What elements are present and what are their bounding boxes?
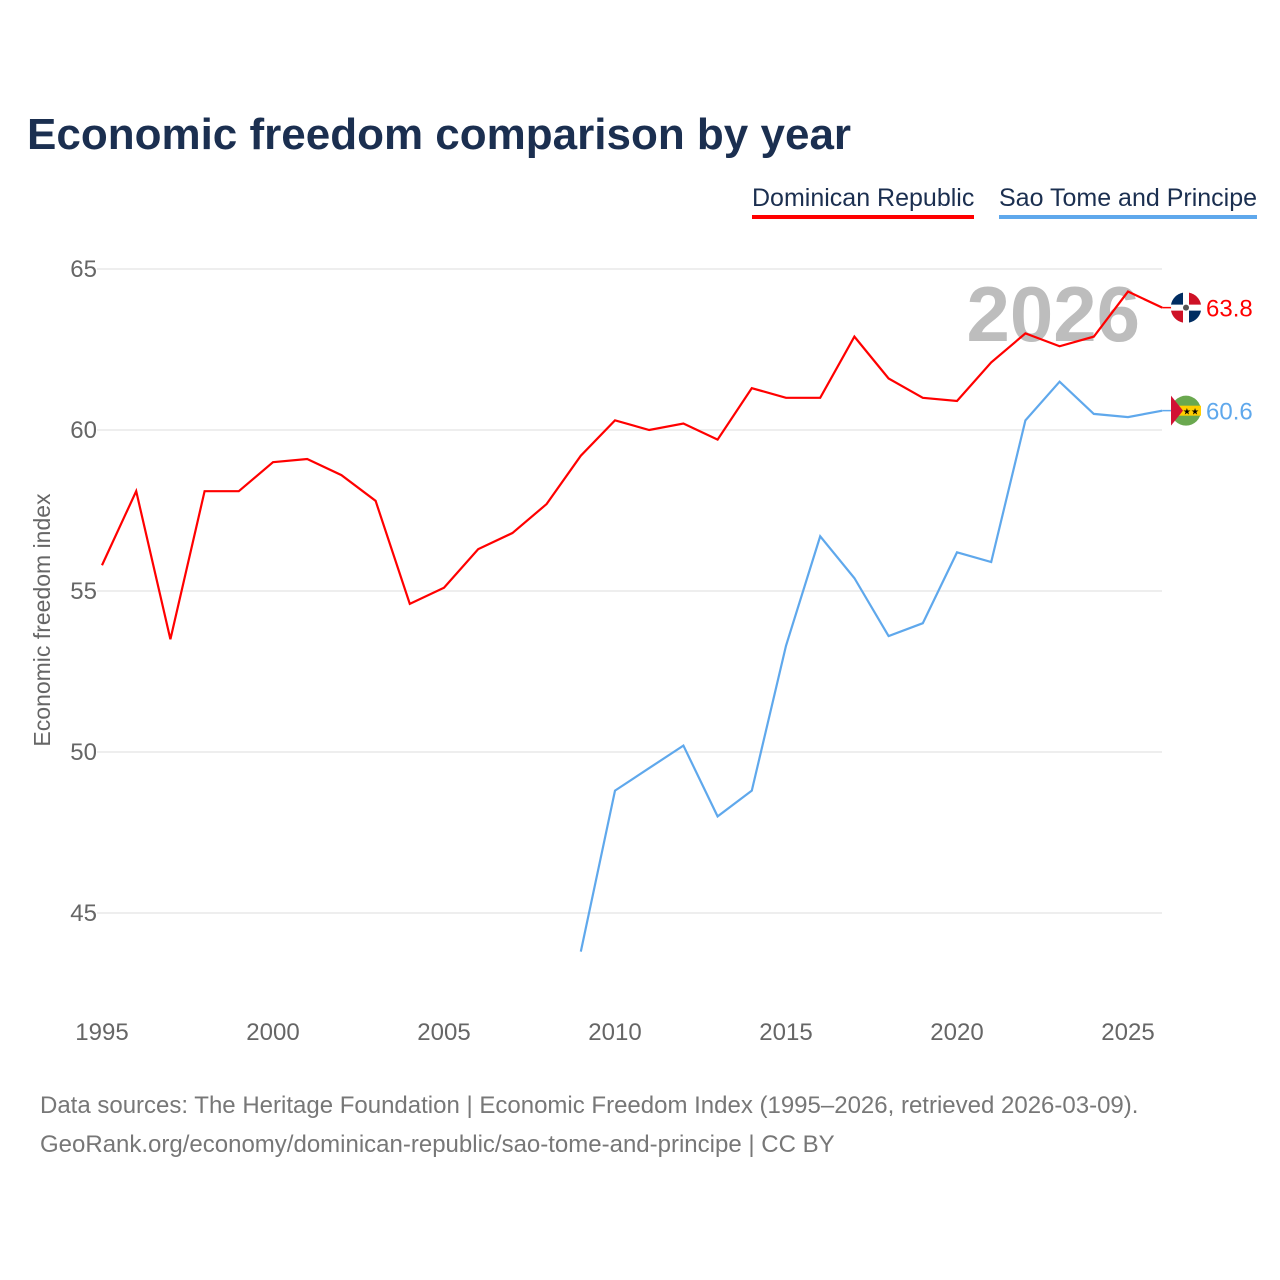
series-line-1 <box>579 380 1163 952</box>
x-tick-label: 2020 <box>930 1019 983 1046</box>
end-value-label-0: 63.8 <box>1206 296 1253 323</box>
flag-quadrant <box>1189 310 1201 323</box>
y-tick-label: 65 <box>70 256 97 283</box>
y-axis-label: Economic freedom index <box>29 493 55 747</box>
source-line-1: Data sources: The Heritage Foundation | … <box>40 1092 1139 1119</box>
flag-triangle <box>1171 395 1183 426</box>
flag-quadrant <box>1171 310 1183 323</box>
flag-stripe <box>1171 405 1201 416</box>
series-line-0 <box>101 290 1163 640</box>
x-tick-label: 2005 <box>417 1019 470 1046</box>
x-tick-label: 2010 <box>588 1019 641 1046</box>
flag-emblem <box>1183 304 1189 311</box>
legend-sao-tome[interactable]: Sao Tome and Principe <box>999 184 1258 219</box>
x-tick-label: 2025 <box>1101 1019 1154 1046</box>
x-tick-label: 2015 <box>759 1019 812 1046</box>
end-value-label-1: 60.6 <box>1206 399 1253 426</box>
y-tick-label: 55 <box>70 578 97 605</box>
flag-quadrant <box>1189 292 1201 305</box>
flag-quadrant <box>1171 292 1183 305</box>
source-note: Data sources: The Heritage Foundation | … <box>40 1086 1138 1164</box>
y-tick-label: 60 <box>70 417 97 444</box>
legend-dominican-republic[interactable]: Dominican Republic <box>752 184 975 219</box>
y-tick-label: 45 <box>70 900 97 927</box>
x-tick-label: 1995 <box>75 1019 128 1046</box>
y-tick-label: 50 <box>70 739 97 766</box>
source-line-2: GeoRank.org/economy/dominican-republic/s… <box>40 1131 835 1158</box>
chart-title: Economic freedom comparison by year <box>27 110 852 159</box>
x-tick-label: 2000 <box>246 1019 299 1046</box>
flag-stars: ★★ <box>1183 407 1199 417</box>
